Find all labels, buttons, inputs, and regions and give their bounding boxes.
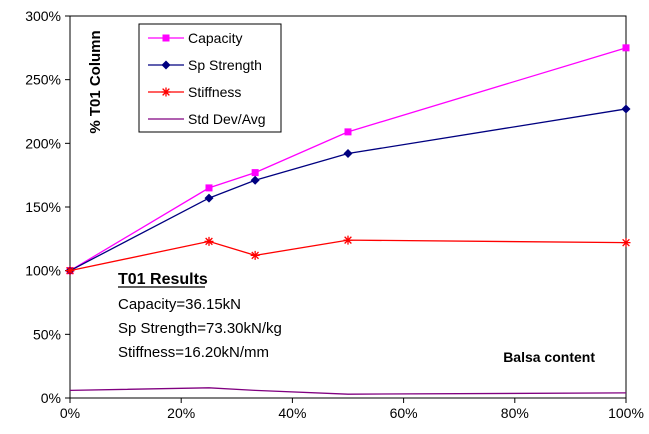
series-line-std-dev-avg (69, 387, 627, 395)
y-tick-label: 300% (25, 8, 61, 24)
y-axis-label: % T01 Column (87, 30, 104, 133)
legend-label-std-dev-avg: Std Dev/Avg (188, 111, 266, 127)
data-point-capacity (251, 169, 259, 177)
y-tick-label: 50% (33, 326, 61, 342)
y-tick-label: 100% (25, 263, 61, 279)
legend-label-sp-strength: Sp Strength (188, 57, 262, 73)
legend-marker-sp-strength (161, 60, 171, 70)
series-std-dev-avg (69, 387, 627, 395)
data-point-sp-strength (250, 175, 260, 185)
legend-marker-capacity (162, 34, 170, 42)
data-point-stiffness (65, 266, 75, 276)
legend-label-stiffness: Stiffness (188, 84, 241, 100)
x-axis: 0% 20% 40% 60% 80% 100% (60, 398, 644, 421)
data-point-stiffness (621, 238, 631, 248)
series-layer (65, 44, 631, 395)
series-stiffness (65, 235, 631, 276)
legend-box (138, 23, 282, 133)
annotation-line-stiffness: Stiffness=16.20kN/mm (118, 344, 269, 361)
legend: Capacity Sp Strength Stiffness Std Dev/Avg (138, 23, 282, 133)
legend-item-std-dev-avg: Std Dev/Avg (148, 111, 266, 127)
legend-label-capacity: Capacity (188, 30, 242, 46)
annotation-line-capacity: Capacity=36.15kN (118, 296, 241, 313)
y-tick-label: 0% (41, 390, 61, 406)
x-tick-label: 60% (390, 405, 418, 421)
legend-item-capacity: Capacity (148, 30, 242, 46)
legend-item-stiffness: Stiffness (148, 84, 241, 100)
data-point-capacity (344, 128, 352, 136)
data-point-stiffness (250, 250, 260, 260)
legend-marker-stiffness (161, 87, 171, 97)
x-tick-label: 40% (278, 405, 306, 421)
y-tick-label: 200% (25, 135, 61, 151)
annotation-line-sp-strength: Sp Strength=73.30kN/kg (118, 320, 282, 337)
data-point-capacity (622, 44, 630, 52)
x-tick-label: 80% (501, 405, 529, 421)
legend-item-sp-strength: Sp Strength (148, 57, 262, 73)
x-tick-label: 100% (608, 405, 644, 421)
y-tick-label: 250% (25, 72, 61, 88)
data-point-sp-strength (343, 149, 353, 159)
data-point-sp-strength (621, 104, 631, 114)
results-annotation: T01 Results Capacity=36.15kN Sp Strength… (118, 271, 282, 361)
data-point-sp-strength (204, 193, 214, 203)
x-tick-label: 0% (60, 405, 80, 421)
data-point-stiffness (204, 236, 214, 246)
annotation-title: T01 Results (118, 271, 208, 288)
y-axis: 0% 50% 100% 150% 200% 250% 300% (25, 8, 70, 406)
x-axis-label: Balsa content (503, 349, 595, 365)
x-tick-label: 20% (167, 405, 195, 421)
data-point-capacity (205, 184, 213, 192)
data-point-stiffness (343, 235, 353, 245)
y-tick-label: 150% (25, 199, 61, 215)
